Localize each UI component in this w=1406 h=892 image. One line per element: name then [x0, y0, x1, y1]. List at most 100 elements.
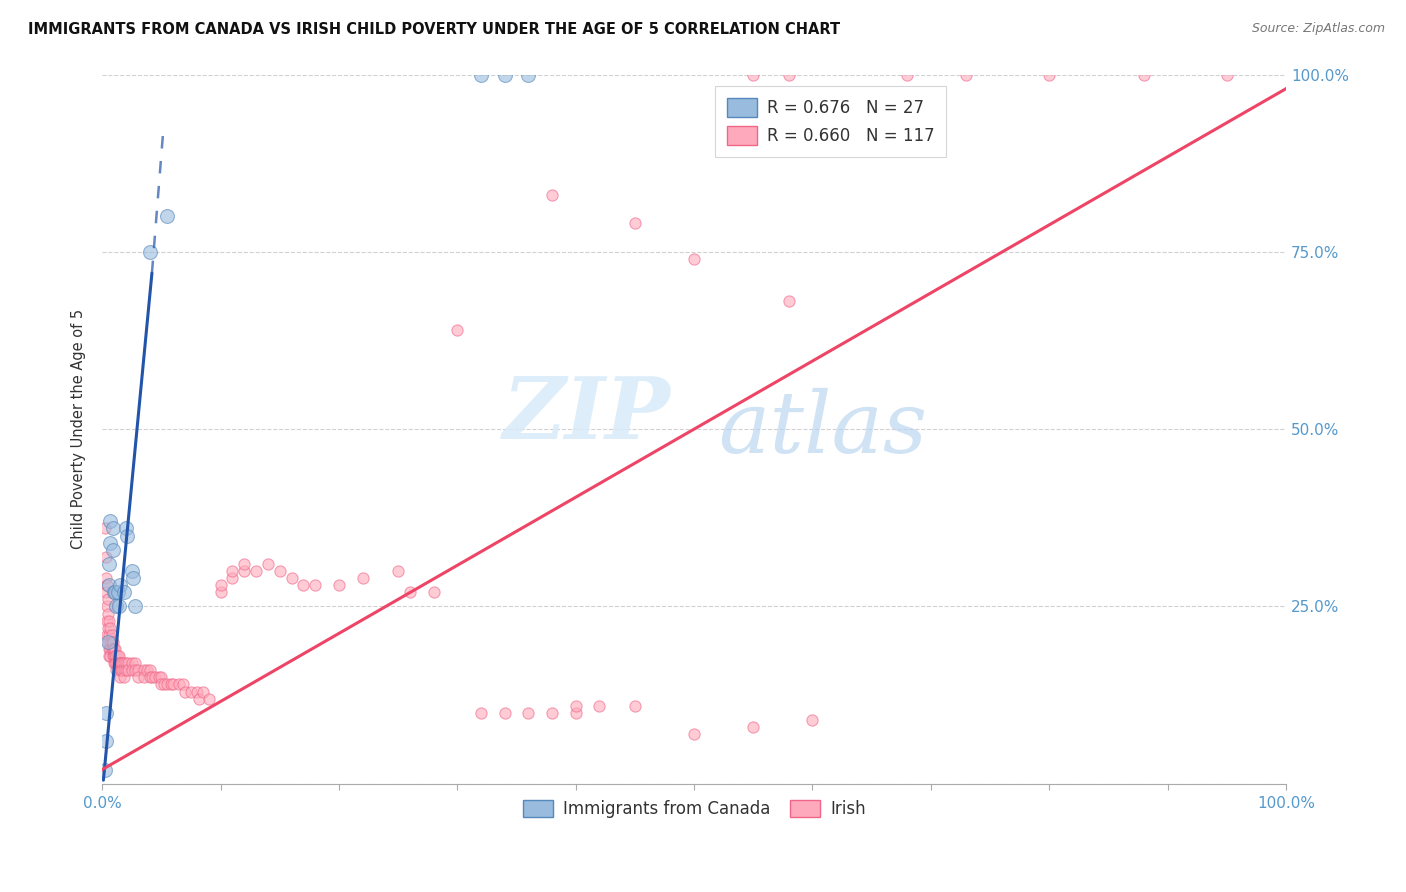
- Point: [108, 656, 131, 670]
- Point: [111, 663, 134, 677]
- Point: [156, 210, 179, 224]
- Point: [132, 663, 155, 677]
- Point: [96, 614, 118, 628]
- Point: [112, 663, 135, 677]
- Point: [98, 628, 121, 642]
- Point: [107, 649, 129, 664]
- Point: [112, 585, 135, 599]
- Point: [145, 670, 167, 684]
- Point: [233, 564, 256, 578]
- Point: [96, 599, 118, 614]
- Point: [127, 670, 149, 684]
- Point: [100, 642, 122, 657]
- Point: [167, 677, 190, 691]
- Point: [100, 514, 122, 528]
- Point: [328, 578, 350, 592]
- Point: [97, 635, 120, 649]
- Point: [174, 684, 197, 698]
- Point: [115, 528, 138, 542]
- Point: [111, 656, 134, 670]
- Point: [541, 706, 564, 720]
- Point: [103, 649, 125, 664]
- Point: [105, 649, 128, 664]
- Point: [121, 656, 143, 670]
- Text: IMMIGRANTS FROM CANADA VS IRISH CHILD POVERTY UNDER THE AGE OF 5 CORRELATION CHA: IMMIGRANTS FROM CANADA VS IRISH CHILD PO…: [28, 22, 841, 37]
- Point: [138, 663, 160, 677]
- Point: [494, 68, 516, 82]
- Point: [150, 677, 173, 691]
- Point: [97, 635, 120, 649]
- Point: [138, 244, 160, 259]
- Point: [136, 663, 159, 677]
- Point: [103, 585, 125, 599]
- Point: [104, 585, 127, 599]
- Point: [197, 691, 219, 706]
- Point: [470, 706, 492, 720]
- Point: [778, 294, 800, 309]
- Point: [541, 188, 564, 202]
- Point: [280, 571, 302, 585]
- Point: [105, 663, 128, 677]
- Point: [221, 571, 243, 585]
- Point: [387, 564, 409, 578]
- Point: [115, 521, 138, 535]
- Point: [191, 684, 214, 698]
- Point: [115, 656, 138, 670]
- Point: [104, 649, 127, 664]
- Point: [105, 599, 128, 614]
- Point: [269, 564, 291, 578]
- Point: [742, 720, 765, 734]
- Point: [778, 68, 800, 82]
- Point: [564, 698, 586, 713]
- Point: [304, 578, 326, 592]
- Point: [221, 564, 243, 578]
- Point: [94, 734, 117, 748]
- Point: [292, 578, 315, 592]
- Point: [162, 677, 184, 691]
- Point: [101, 521, 124, 535]
- Point: [100, 642, 122, 657]
- Point: [105, 656, 128, 670]
- Point: [103, 642, 125, 657]
- Point: [955, 68, 977, 82]
- Point: [742, 68, 765, 82]
- Point: [100, 628, 122, 642]
- Point: [117, 656, 139, 670]
- Point: [100, 535, 122, 549]
- Point: [160, 677, 183, 691]
- Point: [98, 578, 121, 592]
- Point: [100, 649, 122, 664]
- Point: [517, 68, 540, 82]
- Point: [1216, 68, 1239, 82]
- Point: [104, 642, 127, 657]
- Point: [588, 698, 610, 713]
- Point: [399, 585, 422, 599]
- Point: [624, 698, 647, 713]
- Point: [1038, 68, 1060, 82]
- Text: ZIP: ZIP: [502, 373, 671, 457]
- Point: [446, 323, 468, 337]
- Point: [98, 649, 121, 664]
- Point: [108, 663, 131, 677]
- Point: [132, 670, 155, 684]
- Point: [683, 727, 706, 741]
- Point: [107, 656, 129, 670]
- Point: [94, 585, 117, 599]
- Point: [209, 578, 232, 592]
- Legend: Immigrants from Canada, Irish: Immigrants from Canada, Irish: [516, 794, 872, 825]
- Point: [124, 663, 146, 677]
- Point: [107, 599, 129, 614]
- Point: [100, 635, 122, 649]
- Point: [96, 578, 118, 592]
- Point: [494, 706, 516, 720]
- Point: [100, 621, 122, 635]
- Y-axis label: Child Poverty Under the Age of 5: Child Poverty Under the Age of 5: [72, 309, 86, 549]
- Point: [107, 656, 129, 670]
- Point: [186, 684, 208, 698]
- Point: [156, 677, 179, 691]
- Point: [896, 68, 918, 82]
- Point: [110, 656, 132, 670]
- Point: [624, 217, 647, 231]
- Point: [101, 542, 124, 557]
- Point: [108, 670, 131, 684]
